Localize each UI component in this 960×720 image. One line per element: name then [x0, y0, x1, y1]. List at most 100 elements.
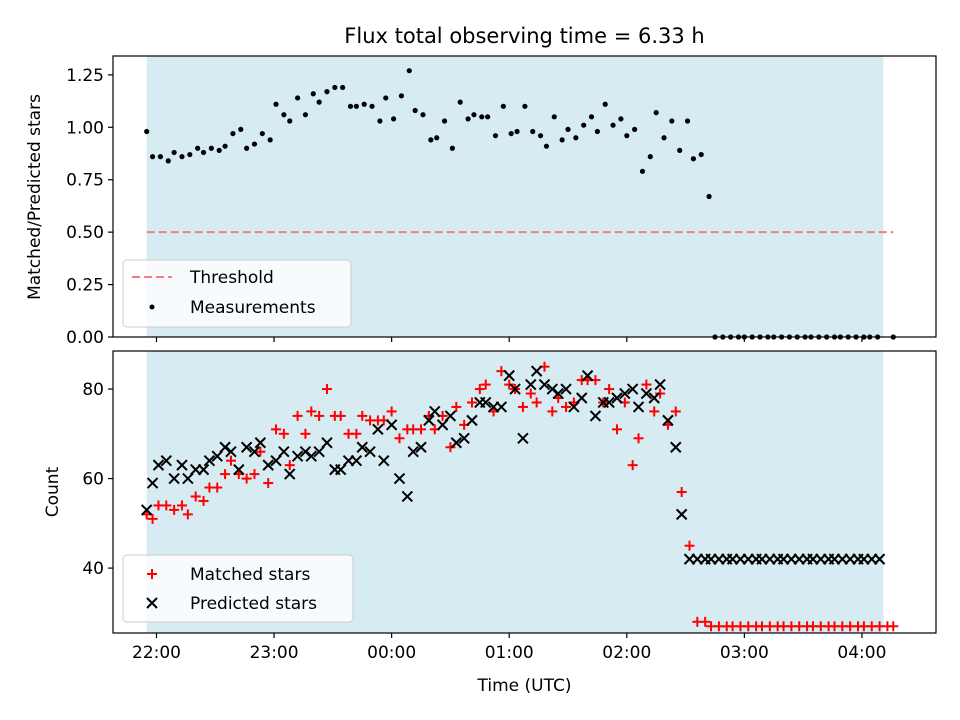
- matched-star-point: [684, 540, 695, 551]
- measurement-point: [179, 154, 185, 160]
- measurement-point: [565, 126, 571, 132]
- predicted-star-point: [385, 419, 398, 431]
- matched-stars-legend-marker: [147, 569, 157, 579]
- y-tick-label: 1.00: [66, 118, 104, 138]
- predicted-star-point: [568, 401, 580, 413]
- y-tick-label: 0.50: [66, 223, 104, 243]
- matched-star-point: [474, 384, 485, 395]
- measurement-point: [391, 116, 397, 122]
- measurement-point: [618, 116, 624, 122]
- predicted-star-point: [176, 459, 188, 471]
- matched-star-point: [292, 410, 303, 421]
- measurement-point: [706, 193, 712, 200]
- measurement-point: [457, 99, 463, 105]
- predicted-star-point: [248, 446, 261, 458]
- matched-star-point: [641, 379, 652, 390]
- predicted-star-point: [429, 405, 441, 418]
- predicted-stars-legend-label: Predicted stars: [190, 594, 317, 614]
- predicted-star-point: [240, 441, 253, 453]
- measurement-point: [449, 145, 455, 151]
- predicted-star-point: [233, 463, 245, 476]
- bottom-axes-frame: [112, 350, 937, 634]
- measurement-point: [316, 99, 322, 105]
- predicted-stars-series: [140, 365, 886, 565]
- measurement-point: [551, 114, 557, 120]
- predicted-star-point: [675, 508, 688, 521]
- matched-star-point: [161, 500, 172, 511]
- top-legend-box: [122, 259, 352, 328]
- matched-star-point: [335, 410, 346, 421]
- matched-star-point: [416, 424, 427, 435]
- matched-star-point: [176, 500, 187, 511]
- matched-star-point: [394, 433, 405, 444]
- measurement-point: [684, 118, 691, 124]
- matched-star-point: [321, 384, 332, 395]
- matched-star-point: [306, 406, 317, 417]
- predicted-star-point: [873, 553, 886, 565]
- measurements-legend-marker: [149, 304, 155, 310]
- predicted-star-point: [152, 459, 165, 471]
- measurement-point: [514, 128, 520, 135]
- measurement-point: [543, 143, 550, 149]
- predicted-star-point: [305, 450, 318, 462]
- measurement-point: [287, 118, 293, 124]
- measurement-point: [624, 133, 630, 139]
- measurement-point: [492, 133, 499, 139]
- predicted-star-point: [407, 446, 419, 458]
- predicted-star-point: [509, 383, 521, 395]
- matched-star-point: [451, 401, 462, 412]
- matched-star-point: [517, 401, 528, 412]
- matched-star-point: [220, 469, 231, 480]
- matched-star-point: [278, 428, 289, 439]
- predicted-star-point: [479, 396, 492, 409]
- predicted-star-point: [576, 392, 588, 404]
- top-chart-title: Flux total observing time = 6.33 h: [344, 24, 704, 48]
- matched-star-point: [169, 504, 180, 515]
- predicted-star-point: [182, 472, 194, 485]
- predicted-star-point: [415, 441, 427, 453]
- measurement-point: [171, 149, 177, 156]
- matched-star-point: [212, 482, 223, 493]
- measurement-point: [669, 118, 675, 124]
- measurement-point: [406, 68, 412, 74]
- top-y-axis: 0.00 0.25 0.50 0.75 1.00 1.25: [66, 66, 113, 348]
- measurement-point: [573, 135, 579, 141]
- bottom-x-axis-label: Time (UTC): [477, 676, 572, 696]
- measurement-point: [222, 143, 228, 149]
- measurement-point: [412, 107, 418, 114]
- measurement-point: [420, 112, 426, 118]
- measurement-point: [581, 122, 587, 128]
- measurement-point: [238, 126, 244, 132]
- measurement-point: [187, 151, 193, 158]
- measurement-point: [251, 141, 258, 147]
- measurement-point: [594, 128, 600, 135]
- measurement-point: [294, 95, 301, 101]
- predicted-star-point: [160, 454, 173, 467]
- top-legend: Threshold Measurements: [122, 259, 352, 328]
- measurement-point: [195, 145, 201, 151]
- predicted-star-point: [503, 369, 515, 382]
- matched-star-point: [386, 406, 397, 417]
- predicted-star-point: [423, 414, 435, 427]
- matched-star-point: [655, 388, 666, 399]
- predicted-star-point: [603, 396, 615, 409]
- measurement-point: [647, 154, 653, 160]
- measurement-point: [149, 154, 156, 160]
- predicted-star-point: [538, 378, 551, 391]
- measurement-point: [485, 114, 491, 120]
- matched-star-point: [547, 406, 558, 417]
- x-tick-label: 01:00: [485, 643, 534, 663]
- predicted-star-point: [334, 463, 347, 476]
- predicted-star-point: [291, 450, 304, 462]
- predicted-star-point: [662, 414, 674, 427]
- predicted-star-point: [611, 392, 623, 404]
- measurement-point: [500, 103, 506, 109]
- measurement-point: [216, 147, 222, 153]
- matched-star-point: [627, 460, 638, 471]
- y-tick-label: 40: [82, 559, 104, 579]
- predicted-star-point: [140, 504, 153, 516]
- x-tick-label: 00:00: [367, 643, 416, 663]
- matched-star-point: [466, 397, 477, 408]
- predicted-star-point: [203, 454, 216, 467]
